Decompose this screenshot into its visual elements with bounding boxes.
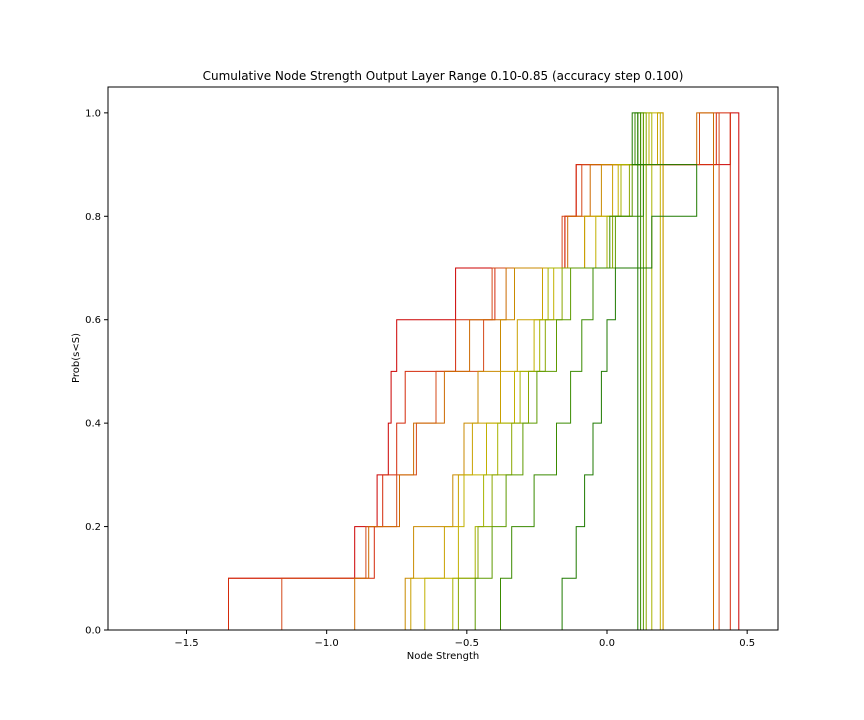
cdf-series-line — [335, 112, 664, 631]
x-axis: −1.5 −1.0 −0.5 0.0 0.5 — [174, 630, 755, 649]
cdf-series-line — [559, 112, 698, 631]
x-tick-label: −1.5 — [174, 638, 198, 649]
y-tick-label: 1.0 — [85, 108, 101, 119]
y-axis: 0.0 0.2 0.4 0.6 0.8 1.0 — [85, 108, 108, 637]
chart-title: Cumulative Node Strength Output Layer Ra… — [203, 69, 684, 83]
y-tick-label: 0.8 — [85, 212, 101, 223]
x-tick-label: 0.0 — [599, 638, 615, 649]
x-tick-label: −0.5 — [455, 638, 479, 649]
series-layer — [133, 112, 740, 631]
cdf-series-line — [354, 112, 664, 631]
y-tick-label: 0.4 — [85, 419, 101, 430]
x-tick-label: −1.0 — [315, 638, 339, 649]
plot-frame — [107, 86, 779, 631]
x-tick-label: 0.5 — [739, 638, 755, 649]
y-tick-label: 0.6 — [85, 315, 101, 326]
y-axis-label: Prob(s<S) — [71, 333, 82, 383]
y-tick-label: 0.2 — [85, 522, 101, 533]
y-tick-label: 0.0 — [85, 626, 101, 637]
x-axis-label: Node Strength — [407, 651, 480, 662]
